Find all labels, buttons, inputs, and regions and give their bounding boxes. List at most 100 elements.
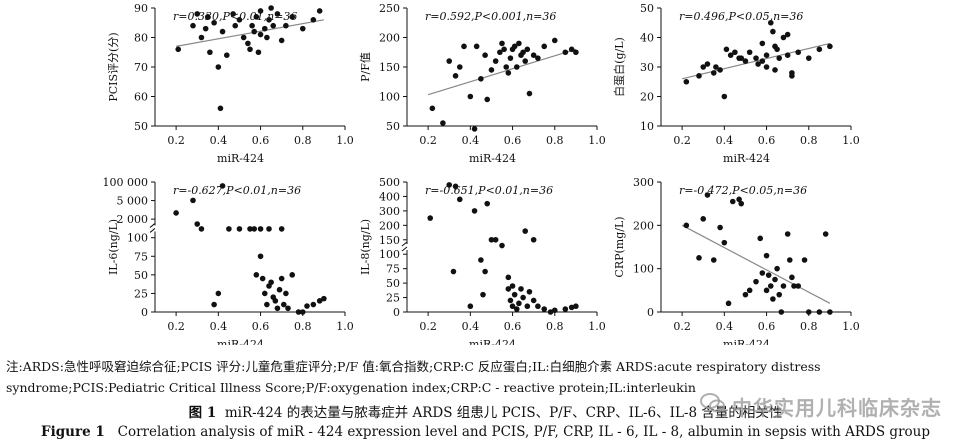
data-point <box>503 64 510 70</box>
y-axis-label: IL-6(ng/L) <box>107 219 120 275</box>
y-tick-label: 60 <box>134 91 148 104</box>
data-point <box>753 55 759 61</box>
axis-break-mark <box>401 241 408 252</box>
data-point <box>786 257 793 263</box>
y-tick-label: 250 <box>379 2 400 15</box>
watermark: 中华实用儿科临床杂志 <box>732 396 942 420</box>
data-point <box>202 25 209 32</box>
data-point <box>507 297 514 304</box>
data-point <box>467 303 474 310</box>
data-point <box>789 274 795 281</box>
x-tick-label: 1.0 <box>336 320 354 333</box>
y-tick-label: 25 <box>386 292 400 305</box>
data-point <box>251 226 258 232</box>
data-point <box>763 52 770 58</box>
x-tick-label: 0.4 <box>716 134 734 147</box>
data-point <box>816 46 823 53</box>
data-point <box>535 55 541 61</box>
data-point <box>456 64 463 70</box>
data-point <box>499 242 505 249</box>
data-point <box>299 309 306 315</box>
x-axis-label: miR-424 <box>723 152 770 165</box>
data-point <box>482 268 488 275</box>
x-tick-label: 0.4 <box>210 134 228 147</box>
data-point <box>226 226 232 232</box>
data-point <box>497 49 503 56</box>
data-point <box>249 22 255 29</box>
data-point <box>289 14 296 20</box>
data-point <box>255 49 262 56</box>
data-point <box>247 226 253 232</box>
data-point <box>261 290 268 297</box>
x-axis-label: miR-424 <box>469 152 516 165</box>
data-point <box>245 40 251 47</box>
data-point <box>526 288 533 295</box>
data-point <box>304 303 310 309</box>
data-point <box>696 255 702 261</box>
data-point <box>738 200 745 207</box>
data-point <box>816 309 823 315</box>
data-point <box>499 40 505 47</box>
data-point <box>518 286 524 292</box>
x-tick-label: 0.2 <box>167 320 185 333</box>
data-point <box>757 235 764 242</box>
y-tick-label: 300 <box>379 205 400 218</box>
data-point <box>488 236 495 243</box>
data-point <box>562 306 569 312</box>
y-tick-label: 25 <box>134 287 148 300</box>
charts-area: 50 60 70 80 90 0.2 0.4 0.6 0.8 1.0 miR-424 PCIS评分(分… <box>103 2 860 345</box>
x-axis-label: miR-424 <box>217 152 264 165</box>
data-point <box>217 105 224 112</box>
y-tick-label: 0 <box>141 306 148 319</box>
data-point <box>522 228 529 234</box>
y-tick-label: 100 <box>379 248 400 261</box>
data-point <box>480 291 486 298</box>
x-tick-label: 0.8 <box>800 320 818 333</box>
data-point <box>285 305 291 312</box>
data-point <box>295 309 302 315</box>
data-point <box>763 252 770 259</box>
data-point <box>471 208 478 214</box>
data-point <box>827 309 833 315</box>
data-point <box>509 303 516 310</box>
data-point <box>253 14 260 20</box>
x-tick-label: 0.8 <box>546 134 564 147</box>
chart-pf: 50 100 150 200 250 0.2 0.4 0.6 0.8 1.0 miR-424 P/F值… <box>359 2 606 165</box>
data-point <box>505 274 512 281</box>
y-tick-label: 30 <box>640 61 654 74</box>
data-point <box>520 294 526 301</box>
data-point <box>568 304 575 311</box>
data-point <box>780 34 787 41</box>
data-point <box>194 11 201 17</box>
data-point <box>278 275 285 282</box>
data-point <box>763 64 770 70</box>
caption-cn: 图 1 miR-424 的表达量与脓毒症并 ARDS 组患儿 PCIS、P/F、… <box>0 401 971 421</box>
data-point <box>742 291 749 298</box>
y-tick-label: 150 <box>379 61 400 74</box>
data-point <box>175 46 182 53</box>
data-point <box>805 309 812 315</box>
data-point <box>717 67 723 73</box>
data-point <box>173 210 179 216</box>
stat-annotation: r=-0.472,P<0.05,n=36 <box>679 184 807 197</box>
trend-line <box>427 48 577 96</box>
data-point <box>268 5 274 11</box>
data-point <box>198 226 205 232</box>
data-point <box>278 226 285 232</box>
data-point <box>509 283 516 289</box>
data-point <box>501 46 507 53</box>
data-point <box>795 49 802 56</box>
data-point <box>266 17 272 23</box>
data-point <box>471 126 478 132</box>
data-point <box>268 279 274 286</box>
data-point <box>767 283 774 289</box>
x-tick-label: 0.6 <box>252 320 270 333</box>
y-tick-label: 150 <box>379 234 400 247</box>
data-point <box>541 43 548 50</box>
data-point <box>230 11 236 17</box>
data-point <box>280 301 287 308</box>
data-point <box>801 257 808 263</box>
data-point <box>784 231 791 237</box>
data-point <box>259 275 266 282</box>
